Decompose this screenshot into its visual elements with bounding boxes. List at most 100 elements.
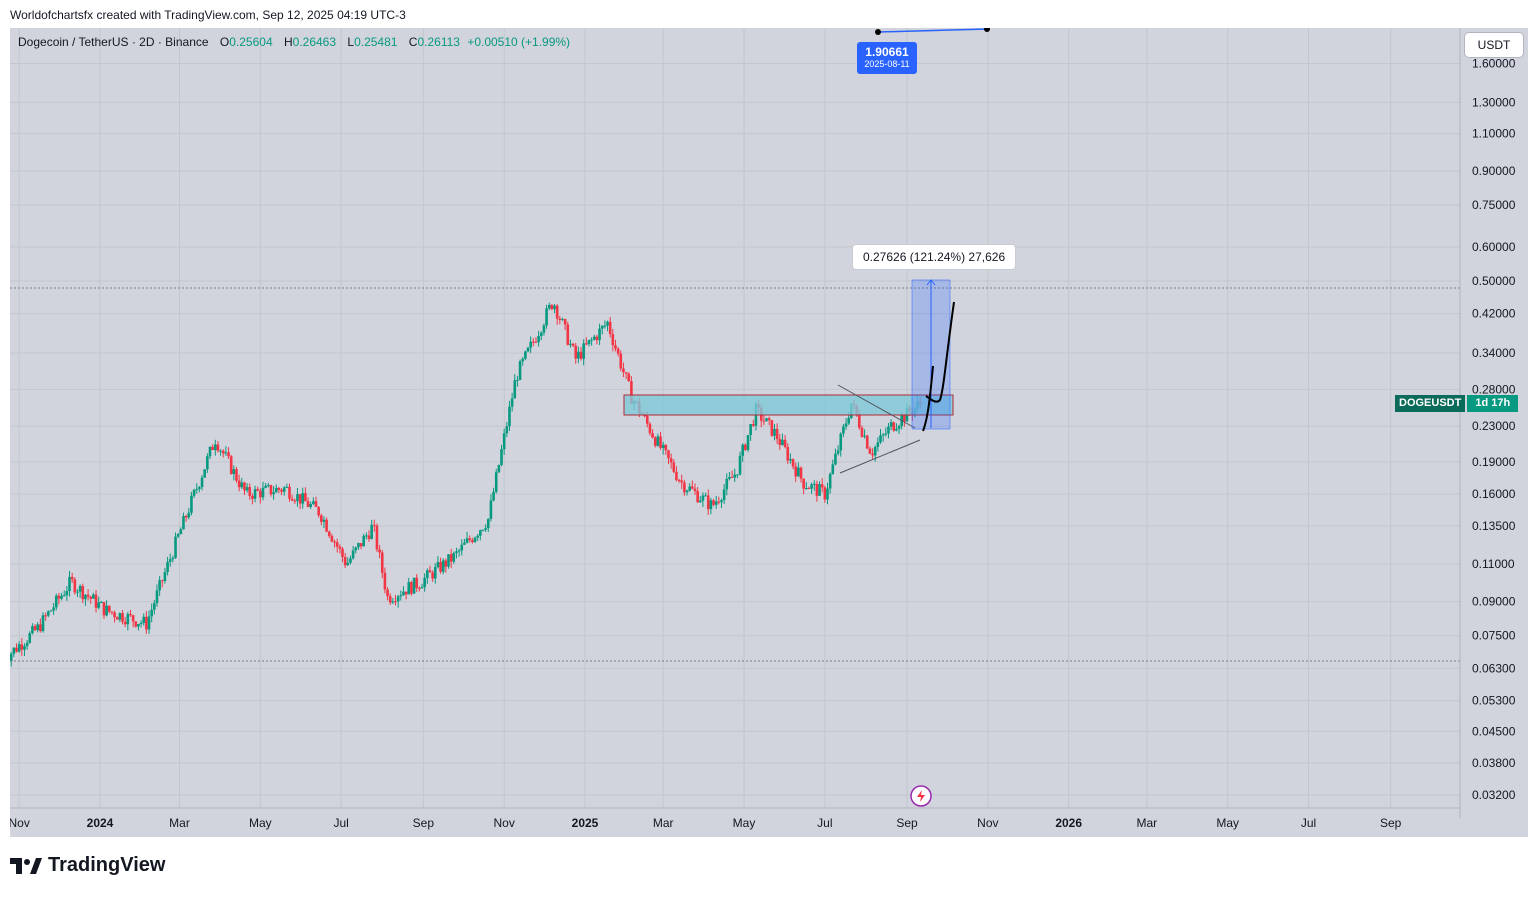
candle-down: [388, 596, 392, 603]
target-date: 2025-08-11: [864, 59, 910, 69]
candle-down: [359, 543, 363, 547]
candle-up: [282, 487, 286, 492]
candle-up: [137, 624, 140, 627]
candle-up: [198, 487, 201, 490]
candle-up: [203, 469, 206, 478]
candle-down: [373, 524, 376, 526]
close-value: 0.26113: [417, 35, 460, 49]
candle-down: [558, 318, 562, 320]
candle-up: [733, 474, 737, 478]
candle-down: [338, 546, 342, 549]
candle-up: [433, 567, 437, 579]
measure-label: 0.27626 (121.24%) 27,626: [853, 245, 1016, 269]
candle-up: [502, 433, 506, 450]
candle-down: [659, 436, 662, 448]
candle-up: [741, 444, 744, 456]
candle-down: [229, 456, 233, 474]
candle-up: [749, 424, 752, 436]
candle-up: [603, 325, 607, 327]
candle-down: [380, 552, 384, 573]
price-chart[interactable]: 1.60000 1.30000 1.10000 0.90000 0.75000 0.600…: [10, 28, 1528, 837]
candle-down: [622, 368, 625, 373]
candle-down: [327, 531, 331, 536]
candle-up: [526, 347, 530, 352]
candle-up: [28, 633, 32, 643]
candle-up: [704, 495, 707, 497]
candle-down: [280, 489, 283, 492]
candle-down: [439, 562, 442, 572]
candle-up: [354, 547, 358, 551]
change-value: +0.00510 (+1.99%): [467, 35, 571, 49]
target-price: 1.90661: [865, 45, 909, 59]
candle-down: [624, 372, 628, 374]
candle-up: [481, 529, 485, 531]
candle-up: [10, 653, 13, 662]
candle-down: [534, 341, 538, 343]
candle-down: [39, 624, 42, 632]
currency-button[interactable]: USDT: [1465, 33, 1523, 57]
candle-up: [518, 361, 522, 380]
candle-up: [452, 552, 456, 562]
candle-down: [259, 490, 262, 498]
candle-down: [134, 621, 138, 627]
price-tick-label: 1.10000: [1472, 127, 1516, 141]
candle-down: [94, 594, 98, 608]
lightning-icon: [910, 785, 932, 807]
candle-up: [253, 489, 257, 499]
candle-down: [651, 433, 654, 438]
candle-up: [436, 562, 440, 568]
candle-up: [224, 452, 228, 454]
candle-up: [105, 605, 108, 616]
time-tick-label: May: [1216, 816, 1239, 830]
candle-up: [163, 572, 167, 582]
candle-down: [81, 586, 85, 600]
candle-up: [78, 586, 82, 592]
candle-down: [415, 577, 419, 588]
time-tick-label: Nov: [977, 816, 998, 830]
candle-up: [876, 442, 880, 447]
candle-up: [463, 542, 466, 545]
ticker-symbol: DOGEUSDT: [1395, 395, 1466, 412]
time-tick-label: Mar: [169, 816, 190, 830]
candle-down: [683, 482, 686, 493]
candle-down: [386, 589, 389, 597]
candle-up: [844, 423, 848, 427]
candle-up: [600, 325, 604, 329]
price-tick-label: 0.23000: [1472, 419, 1516, 433]
candle-up: [521, 358, 525, 362]
candle-up: [219, 450, 222, 452]
candle-down: [20, 644, 24, 650]
candle-up: [831, 464, 835, 474]
candle-down: [471, 540, 474, 543]
tradingview-logo[interactable]: TradingView: [10, 854, 165, 877]
candle-up: [473, 537, 477, 543]
candle-down: [15, 647, 18, 652]
candle-down: [237, 480, 241, 488]
candle-down: [550, 304, 554, 310]
candle-down: [611, 334, 615, 346]
candle-down: [669, 458, 673, 463]
candle-down: [903, 415, 906, 422]
candle-up: [76, 591, 79, 593]
resistance-zone: [623, 394, 954, 416]
price-tick-label: 1.30000: [1472, 95, 1516, 109]
candle-down: [243, 482, 246, 491]
time-tick-label: Mar: [653, 816, 674, 830]
time-tick-label: Jul: [817, 816, 832, 830]
candle-up: [322, 519, 326, 522]
candle-down: [770, 420, 774, 436]
candle-up: [494, 472, 498, 492]
candle-down: [298, 494, 302, 504]
candle-down: [675, 471, 678, 481]
candle-up: [725, 478, 729, 490]
candle-up: [688, 486, 691, 491]
candle-up: [789, 459, 792, 461]
ticker-price-tag: DOGEUSDT 1d 17h: [1395, 395, 1519, 412]
candle-up: [68, 576, 71, 591]
triangle-lower-line: [839, 439, 921, 474]
candle-up: [447, 554, 450, 567]
candle-up: [31, 626, 34, 634]
candle-up: [513, 380, 517, 399]
candle-up: [709, 500, 713, 510]
candle-down: [57, 595, 61, 599]
